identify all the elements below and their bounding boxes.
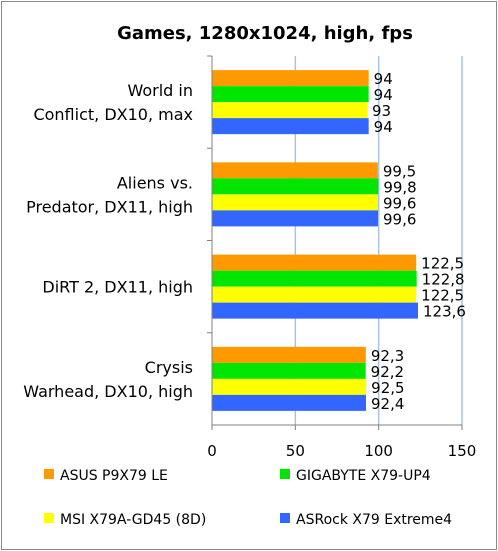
bar	[212, 86, 369, 103]
legend-label: MSI X79A-GD45 (8D)	[60, 512, 206, 528]
legend-label: ASRock X79 Extreme4	[296, 512, 452, 528]
bar	[212, 178, 379, 195]
data-label: 94	[374, 86, 393, 104]
category-labels: World in Conflict, DX10, max Aliens vs. Pre…	[23, 81, 193, 401]
data-label: 92,2	[371, 363, 404, 381]
data-label: 123,6	[423, 303, 466, 321]
legend-swatch	[44, 469, 54, 479]
legend-swatch	[44, 513, 54, 523]
bar	[212, 286, 417, 303]
x-tick-label: 100	[364, 442, 393, 460]
bar	[212, 70, 369, 87]
bar	[212, 102, 367, 119]
data-label: 122,5	[421, 287, 464, 305]
legend-swatch	[280, 469, 290, 479]
bars	[212, 70, 418, 411]
bar	[212, 254, 417, 271]
category-label: DiRT 2, DX11, high	[42, 278, 193, 297]
data-label: 92,4	[371, 395, 404, 413]
category-label: World in	[127, 81, 193, 100]
data-label: 99,6	[383, 194, 416, 212]
x-tick-label: 0	[207, 442, 217, 460]
data-label: 99,6	[383, 210, 416, 228]
bar	[212, 270, 417, 287]
chart-title: Games, 1280x1024, high, fps	[117, 23, 413, 44]
x-tick-label: 150	[448, 442, 477, 460]
data-label: 94	[374, 118, 393, 136]
x-tick-label: 50	[286, 442, 305, 460]
data-label: 99,5	[383, 162, 416, 180]
data-label: 94	[374, 70, 393, 88]
axes	[207, 55, 462, 426]
bar	[212, 394, 366, 411]
bar	[212, 162, 378, 179]
category-label: Aliens vs.	[117, 173, 193, 192]
data-label: 99,8	[383, 178, 416, 196]
category-label: Warhead, DX10, high	[23, 382, 193, 401]
legend-label: GIGABYTE X79-UP4	[296, 468, 431, 484]
bar	[212, 302, 418, 319]
bar	[212, 378, 367, 395]
legend: ASUS P9X79 LE GIGABYTE X79-UP4 MSI X79A-GD…	[44, 468, 452, 528]
data-label: 92,5	[371, 379, 404, 397]
category-label: Conflict, DX10, max	[33, 105, 193, 124]
data-label: 92,3	[371, 347, 404, 365]
bar	[212, 362, 366, 379]
category-label: Predator, DX11, high	[26, 197, 193, 216]
category-label: Crysis	[145, 358, 193, 377]
bar	[212, 118, 369, 135]
data-label: 93	[372, 102, 391, 120]
bar	[212, 210, 378, 227]
bar	[212, 194, 378, 211]
legend-swatch	[280, 513, 290, 523]
legend-label: ASUS P9X79 LE	[60, 468, 168, 484]
bar	[212, 346, 366, 363]
x-axis-ticks: 0 50 100 150	[207, 425, 476, 460]
data-label: 122,5	[421, 255, 464, 273]
data-label: 122,8	[422, 271, 465, 289]
value-labels: 9494939499,599,899,699,6122,5122,8122,51…	[371, 70, 466, 413]
